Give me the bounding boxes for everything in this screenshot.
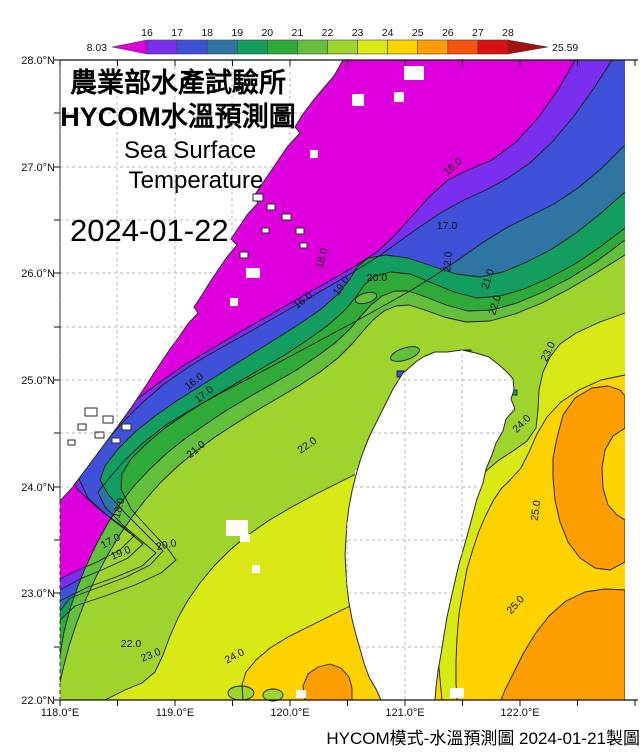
subtitle-line1: Sea Surface: [124, 137, 256, 164]
svg-text:22.0: 22.0: [441, 251, 455, 273]
bottom-caption: HYCOM模式-水溫預測圖 2024-01-21製圖: [326, 729, 640, 748]
china-coast: [59, 59, 344, 502]
svg-text:19: 19: [231, 27, 243, 39]
svg-text:18.0: 18.0: [111, 497, 128, 520]
svg-text:25: 25: [412, 27, 424, 39]
forecast-date: 2024-01-22: [70, 213, 229, 248]
no-data-strip: [625, 60, 643, 700]
svg-text:17.0: 17.0: [437, 220, 458, 232]
colorbar: 8.03 25.59 16 17 18 19 20 21 22 23 24 25 26 27 28: [87, 27, 578, 55]
small-contour-features: [227, 291, 518, 702]
subtitle-line2: Temperature: [129, 167, 264, 194]
svg-text:21: 21: [292, 27, 304, 39]
svg-text:22: 22: [322, 27, 334, 39]
svg-text:28: 28: [502, 27, 514, 39]
svg-text:121.0°E: 121.0°E: [385, 707, 424, 719]
svg-text:26.0°N: 26.0°N: [21, 268, 55, 280]
svg-text:24: 24: [382, 27, 394, 39]
svg-text:18.0: 18.0: [314, 247, 331, 270]
svg-text:20: 20: [261, 27, 273, 39]
colorbar-max-label: 25.59: [552, 42, 578, 54]
map-title: HYCOM水溫預測圖: [60, 102, 296, 132]
svg-text:16: 16: [141, 27, 153, 39]
svg-text:28.0°N: 28.0°N: [21, 55, 55, 67]
svg-text:23.0°N: 23.0°N: [21, 588, 55, 600]
svg-text:27: 27: [472, 27, 484, 39]
svg-text:25.0°N: 25.0°N: [21, 375, 55, 387]
svg-text:23: 23: [352, 27, 364, 39]
title-block: 農業部水產試驗所 HYCOM水溫預測圖 Sea Surface Temperat…: [60, 67, 296, 248]
colorbar-min-label: 8.03: [87, 42, 108, 54]
svg-text:17: 17: [171, 27, 183, 39]
svg-text:20.0: 20.0: [155, 537, 178, 553]
svg-text:122.0°E: 122.0°E: [500, 707, 539, 719]
svg-text:18: 18: [201, 27, 213, 39]
svg-text:24.0°N: 24.0°N: [21, 482, 55, 494]
svg-text:22.0°N: 22.0°N: [21, 695, 55, 707]
land-masses: [59, 59, 516, 701]
svg-text:118.0°E: 118.0°E: [41, 707, 79, 719]
map-axes: 28.0°N 27.0°N 26.0°N 25.0°N 24.0°N 23.0°N 22.0…: [21, 55, 638, 719]
svg-text:27.0°N: 27.0°N: [21, 162, 55, 174]
svg-text:22.0: 22.0: [121, 638, 142, 650]
svg-text:20.0: 20.0: [367, 272, 388, 284]
svg-text:119.0°E: 119.0°E: [156, 707, 194, 719]
temperature-bands: [60, 60, 625, 700]
svg-text:120.0°E: 120.0°E: [270, 707, 309, 719]
warm-eddies: [302, 385, 626, 701]
svg-text:25.0: 25.0: [529, 499, 544, 521]
org-title: 農業部水產試驗所: [70, 67, 286, 98]
coastal-islands: [67, 193, 308, 446]
contour-lines: [59, 59, 626, 701]
svg-text:26: 26: [442, 27, 454, 39]
